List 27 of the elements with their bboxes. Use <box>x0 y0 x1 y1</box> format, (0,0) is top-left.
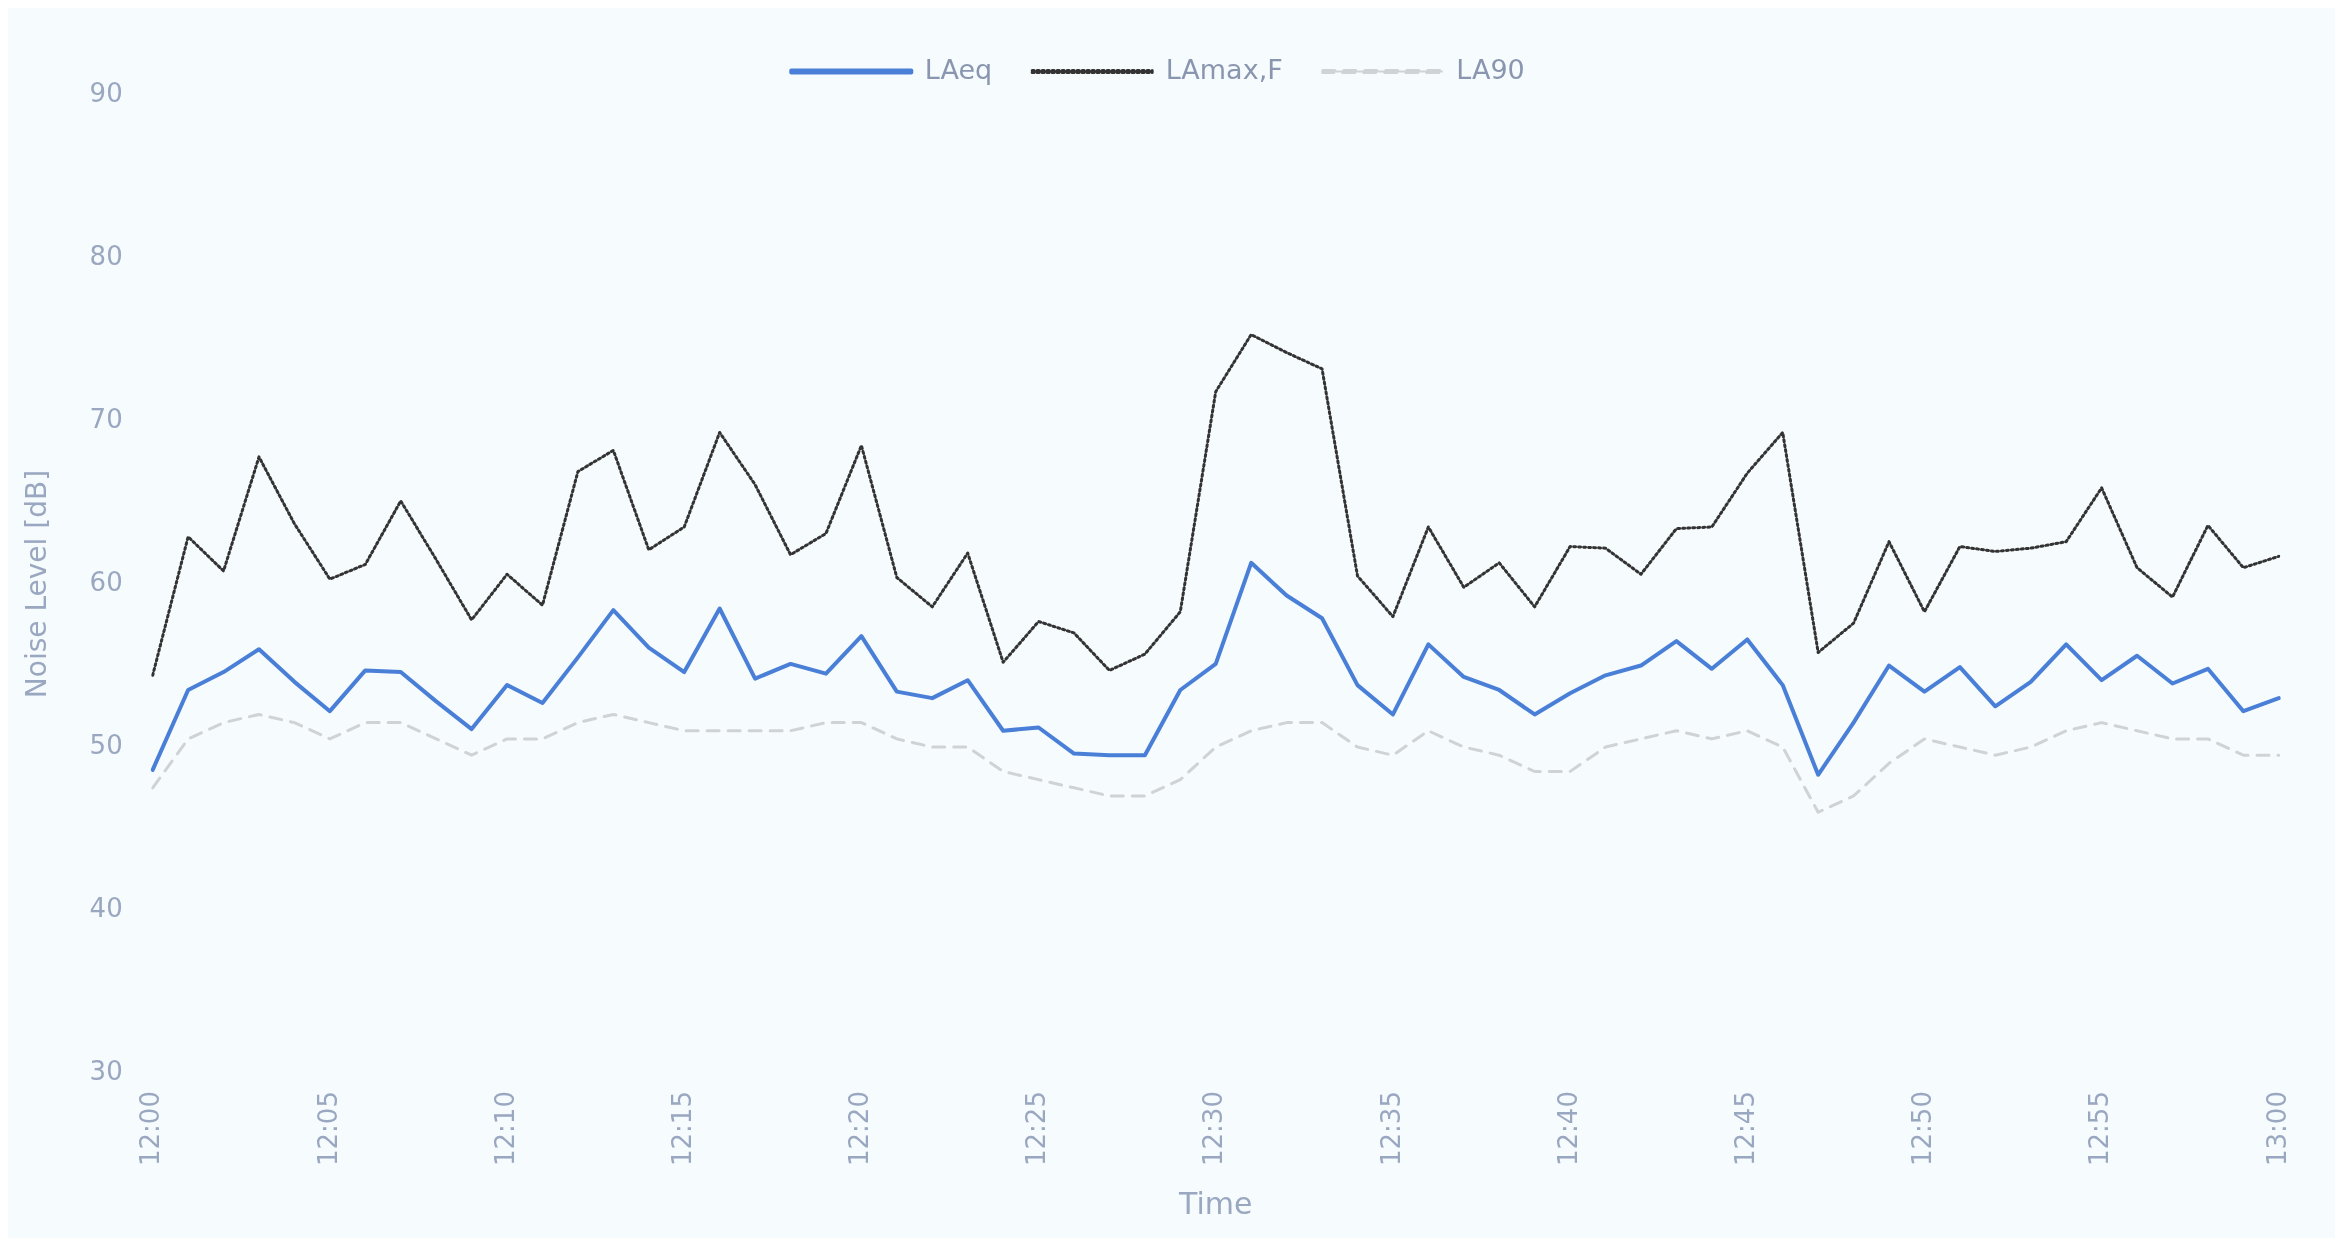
x-tick-label: 12:45 <box>1730 1091 1761 1167</box>
x-tick-label: 12:30 <box>1198 1091 1229 1167</box>
x-tick-label: 12:25 <box>1021 1091 1052 1167</box>
x-tick-label: 12:50 <box>1907 1091 1938 1167</box>
y-tick-label: 30 <box>89 1055 123 1086</box>
y-tick-label: 90 <box>89 77 123 108</box>
y-tick-label: 50 <box>89 729 123 760</box>
x-tick-label: 12:20 <box>844 1091 875 1167</box>
x-tick-label: 12:15 <box>666 1091 697 1167</box>
x-tick-label: 12:55 <box>2084 1091 2115 1167</box>
y-tick-label: 80 <box>89 240 123 271</box>
x-tick-label: 12:05 <box>312 1091 343 1167</box>
legend-label: LAeq <box>924 53 993 85</box>
y-axis-title: Noise Level [dB] <box>20 469 54 699</box>
legend-label: LAmax,F <box>1165 53 1283 85</box>
x-tick-label: 12:00 <box>135 1091 166 1167</box>
x-tick-label: 12:40 <box>1552 1091 1583 1167</box>
legend-label: LA90 <box>1456 53 1525 85</box>
line-series <box>151 333 2281 677</box>
x-axis-title: Time <box>1178 1185 1253 1221</box>
x-tick-label: 12:35 <box>1375 1091 1406 1167</box>
y-tick-label: 60 <box>89 566 123 597</box>
x-tick-label: 13:00 <box>2261 1091 2292 1167</box>
y-tick-label: 70 <box>89 403 123 434</box>
y-tick-label: 40 <box>89 892 123 923</box>
line-series <box>151 712 2281 814</box>
x-tick-label: 12:10 <box>489 1091 520 1167</box>
